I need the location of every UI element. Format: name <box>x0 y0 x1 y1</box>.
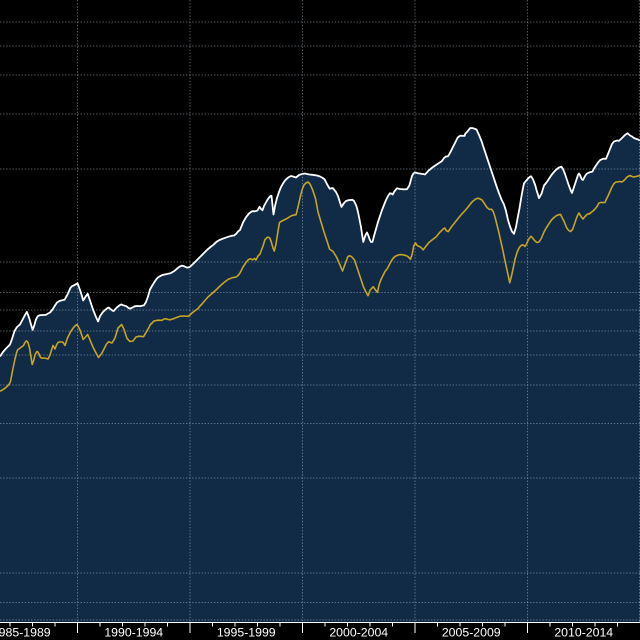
svg-text:1995-1999: 1995-1999 <box>217 626 276 640</box>
svg-text:2000-2004: 2000-2004 <box>329 626 388 640</box>
svg-text:1990-1994: 1990-1994 <box>104 626 163 640</box>
svg-text:2010-2014: 2010-2014 <box>554 626 613 640</box>
svg-text:1985-1989: 1985-1989 <box>0 626 51 640</box>
svg-text:2005-2009: 2005-2009 <box>442 626 501 640</box>
